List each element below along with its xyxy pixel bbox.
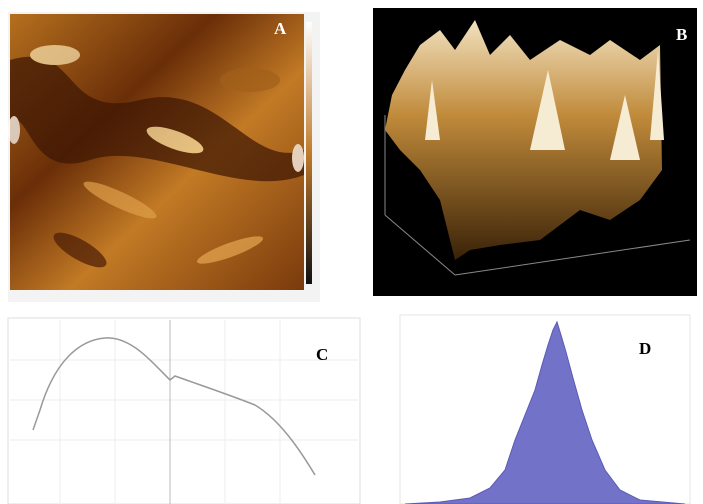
figure: A B C D [0, 0, 703, 504]
panel-label: D [639, 339, 651, 358]
panel-label: A [274, 19, 287, 38]
color-bar [306, 22, 312, 284]
panel-a: A [8, 12, 320, 302]
panel-label: C [316, 345, 328, 364]
panel-label: B [676, 25, 687, 44]
panel-b: B [373, 8, 697, 296]
panel-d: D [400, 315, 690, 504]
plot-frame [8, 318, 360, 504]
panel-c: C [8, 318, 360, 504]
